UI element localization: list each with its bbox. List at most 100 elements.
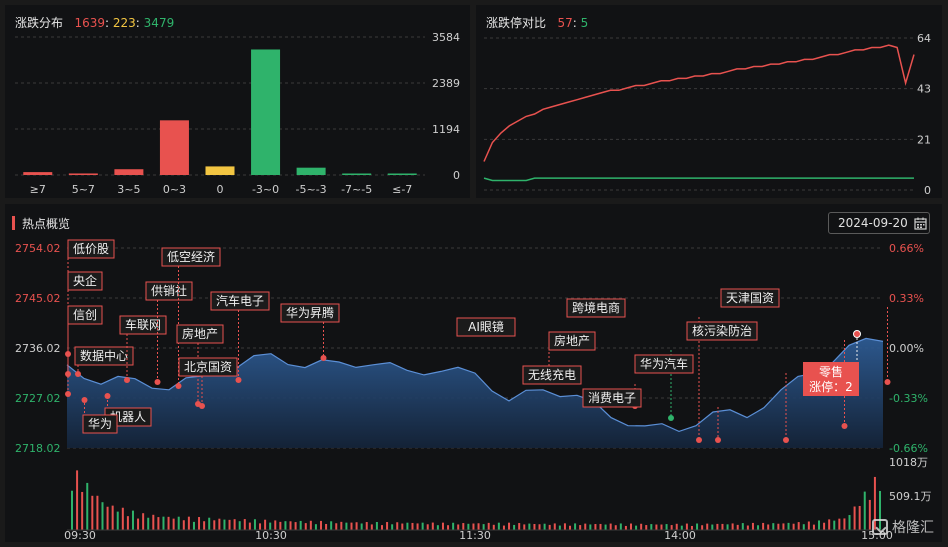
volume-bar [187, 516, 190, 530]
x-tick-label: 0 [217, 183, 224, 196]
tag-anchor-dot [715, 437, 721, 443]
tag-anchor-dot [75, 371, 81, 377]
volume-bar [828, 519, 831, 530]
watermark-text: 格隆汇 [892, 520, 934, 536]
volume-bar [91, 495, 94, 530]
hotspot-tag-box [74, 346, 134, 366]
hotspot-tag-label: 房地产 [554, 333, 590, 348]
volume-tick-label: 509.1万 [889, 490, 932, 503]
hotspot-tag-box [67, 305, 103, 325]
volume-bar [76, 470, 79, 530]
down-count: 3479 [143, 16, 175, 30]
hotspot-tag-label: 核污染防治 [692, 323, 752, 338]
volume-bar [833, 520, 836, 530]
distribution-panel: 涨跌分布 1639: 223: 3479 3584 2389 1194 0 ≥7 5~7 3… [5, 5, 470, 198]
time-tick-label: 10:30 [255, 529, 287, 542]
volume-bar [843, 518, 846, 530]
date-picker[interactable]: 2024-09-20 [828, 212, 930, 234]
volume-bar [228, 519, 231, 530]
volume-bar [233, 519, 236, 530]
price-tick-label: 2718.02 [15, 442, 61, 455]
volume-bar [614, 525, 617, 530]
bar [296, 167, 326, 175]
hotspot-tag-label: 华为昇腾 [286, 305, 334, 320]
volume-bar [264, 519, 267, 530]
tag-anchor-dot [841, 423, 848, 429]
hotspot-tag-label: 华为 [88, 417, 112, 431]
volume-bar [635, 525, 638, 530]
volume-bar [269, 522, 272, 530]
hotspot-tag-label: 央企 [73, 273, 97, 288]
hotspot-tag-label: 汽车电子 [216, 293, 264, 308]
hotspot-tag-box [210, 291, 270, 311]
volume-bar [131, 510, 134, 530]
volume-bar [467, 523, 470, 530]
hotspot-tag-box [67, 271, 103, 291]
volume-bar [401, 523, 404, 530]
volume-bar [436, 525, 439, 530]
hotspot-tag-label: 低空经济 [167, 249, 215, 264]
hotspot-intraday-chart: 2754.02 0.66% 2745.02 0.33% 2736.02 0.00% 2727… [15, 239, 932, 542]
volume-bar [823, 522, 826, 530]
volume-bar [152, 514, 155, 530]
volume-bar [472, 523, 475, 530]
volume-bar [147, 517, 150, 530]
distribution-header: 涨跌分布 1639: 223: 3479 [15, 16, 175, 30]
volume-bar [858, 505, 861, 530]
volume-bar [447, 525, 450, 530]
bar [387, 173, 417, 175]
volume-bar [157, 517, 160, 530]
hotspot-tag-box [119, 315, 167, 335]
limit-up-count: 57 [557, 16, 573, 30]
bar [114, 169, 144, 175]
bar [23, 172, 53, 175]
gelonghui-logo-icon [872, 519, 888, 535]
hotspot-tag-label: 机器人 [110, 410, 146, 424]
volume-bar [391, 524, 394, 530]
volume-bar [330, 521, 333, 530]
volume-bar [792, 523, 795, 530]
volume-bar [340, 521, 343, 530]
volume-bar [431, 522, 434, 530]
tag-anchor-dot [320, 355, 327, 361]
volume-bar [411, 522, 414, 530]
volume-tick-label: 1018万 [889, 456, 928, 469]
volume-bar [452, 522, 455, 530]
volume-bar [299, 520, 302, 530]
volume-bar [797, 522, 800, 530]
volume-bar [502, 525, 505, 530]
volume-bar [731, 523, 734, 530]
volume-bar [370, 524, 373, 530]
pct-tick-label: -0.33% [889, 392, 928, 405]
tooltip-detail: 涨停：2 [809, 379, 853, 394]
volume-bar [416, 523, 419, 530]
tag-anchor-dot [81, 397, 88, 403]
hotspot-tag-label: 跨境电商 [572, 300, 620, 315]
hotspot-tag-label: 无线充电 [528, 367, 576, 382]
volume-bar [574, 523, 577, 530]
hotspot-tag-box [548, 331, 596, 351]
volume-bar [538, 524, 541, 530]
y-tick-label: 21 [917, 133, 931, 146]
volume-bar [208, 517, 211, 530]
volume-bar [320, 520, 323, 530]
x-tick-label: ≤-7 [392, 183, 412, 196]
volume-bar [543, 523, 546, 530]
volume-bar [380, 525, 383, 530]
tag-anchor-dot [235, 377, 242, 383]
volume-bar [767, 524, 770, 530]
hotspot-tag-box [161, 247, 221, 267]
volume-bar [879, 490, 881, 530]
volume-bar [772, 523, 775, 530]
hotspot-tag-box [456, 317, 516, 337]
hotspot-tag-box [176, 324, 224, 344]
volume-bar [325, 523, 328, 530]
title-accent-bar [12, 216, 15, 230]
hotspot-tag-label: 天津国资 [726, 291, 774, 305]
volume-bar [706, 523, 709, 530]
distribution-title: 涨跌分布 [15, 16, 64, 30]
volume-bar [253, 519, 256, 530]
volume-bar [71, 490, 73, 530]
hotspot-tag-label: 低价股 [73, 242, 109, 256]
y-tick-label: 0 [924, 184, 931, 197]
